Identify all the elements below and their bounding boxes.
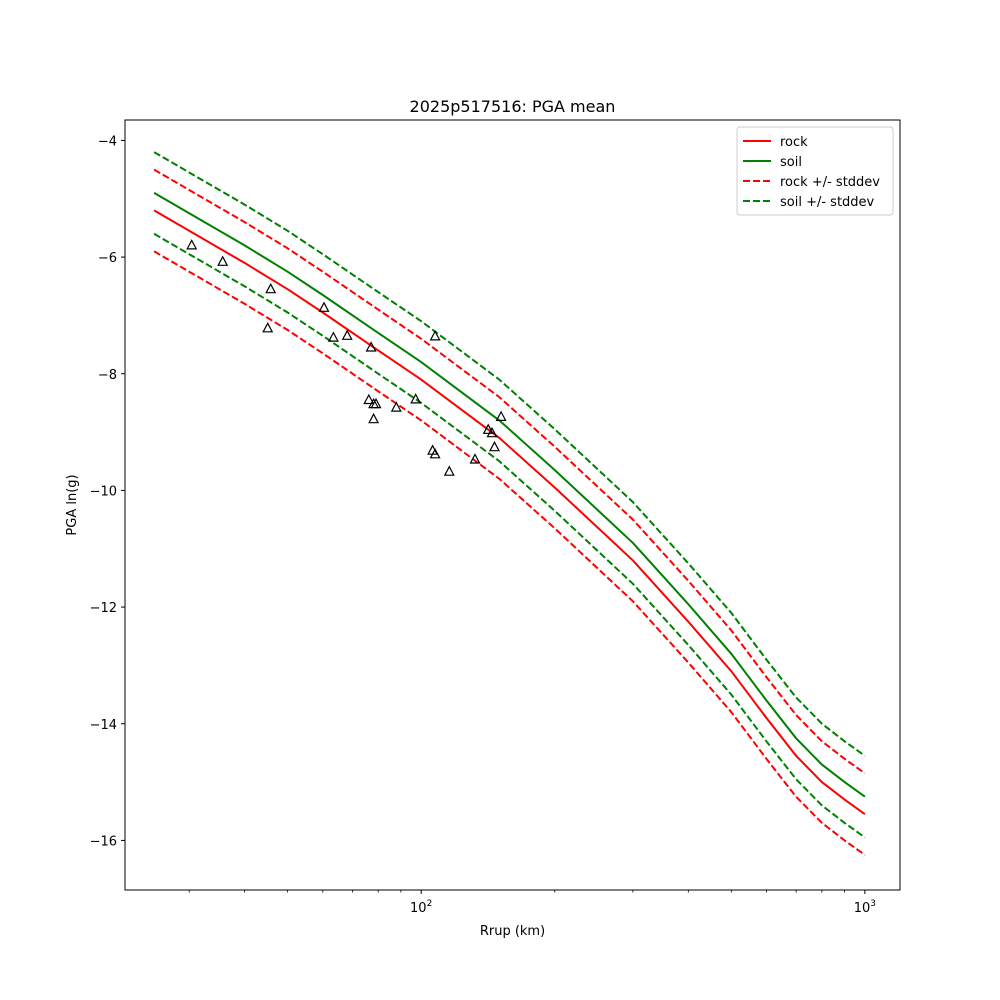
y-tick-label-1: −6 <box>98 251 117 266</box>
observation-marker-20 <box>486 426 498 438</box>
observations-layer <box>186 239 507 476</box>
observation-marker-0 <box>186 239 198 250</box>
observation-marker-10 <box>368 412 380 424</box>
observation-marker-11 <box>370 397 382 409</box>
observation-marker-15 <box>429 448 441 459</box>
observation-marker-3 <box>262 322 274 333</box>
y-tick-label-5: −14 <box>90 718 117 733</box>
y-axis: −4 −6 −8 −10 −12 −14 −16 <box>90 134 125 849</box>
observation-marker-12 <box>390 401 402 412</box>
y-axis-label: PGA ln(g) <box>65 474 80 535</box>
y-tick-label-2: −8 <box>98 368 117 383</box>
observation-marker-6 <box>341 329 353 340</box>
observation-marker-5 <box>327 331 339 342</box>
legend: rock soil rock +/- stddev soil +/- stddev <box>736 126 894 216</box>
observation-marker-22 <box>495 410 507 421</box>
legend-box <box>736 126 894 216</box>
y-tick-label-3: −10 <box>90 484 117 499</box>
observation-marker-16 <box>429 330 441 341</box>
x-axis-label: Rrup (km) <box>480 924 545 939</box>
y-tick-label-6: −16 <box>90 834 117 849</box>
series-line-2 <box>153 168 866 775</box>
curves-layer <box>153 151 866 856</box>
series-line-3 <box>153 250 866 856</box>
x-axis: 102 103 <box>188 890 876 916</box>
x-tick-label-1: 103 <box>854 899 876 916</box>
observation-marker-1 <box>217 255 229 266</box>
series-line-0 <box>153 209 866 816</box>
observation-marker-17 <box>443 465 455 476</box>
legend-label-2: rock +/- stddev <box>780 175 880 190</box>
y-tick-label-0: −4 <box>98 134 117 149</box>
legend-label-1: soil <box>780 155 802 170</box>
observation-marker-2 <box>265 282 277 294</box>
observation-marker-19 <box>482 423 494 434</box>
observation-marker-4 <box>318 301 330 312</box>
observation-marker-13 <box>410 393 422 404</box>
chart-title: 2025p517516: PGA mean <box>410 97 616 116</box>
plot-frame <box>124 119 901 891</box>
legend-label-0: rock <box>780 135 808 150</box>
observation-marker-7 <box>365 341 377 352</box>
series-line-5 <box>153 232 866 839</box>
series-line-1 <box>153 192 866 798</box>
y-tick-label-4: −12 <box>90 601 117 616</box>
observation-marker-8 <box>363 393 375 405</box>
observation-marker-21 <box>489 440 500 452</box>
legend-label-3: soil +/- stddev <box>780 195 875 210</box>
series-line-4 <box>153 151 866 757</box>
observation-marker-18 <box>469 453 481 464</box>
x-tick-label-0: 102 <box>410 899 432 916</box>
